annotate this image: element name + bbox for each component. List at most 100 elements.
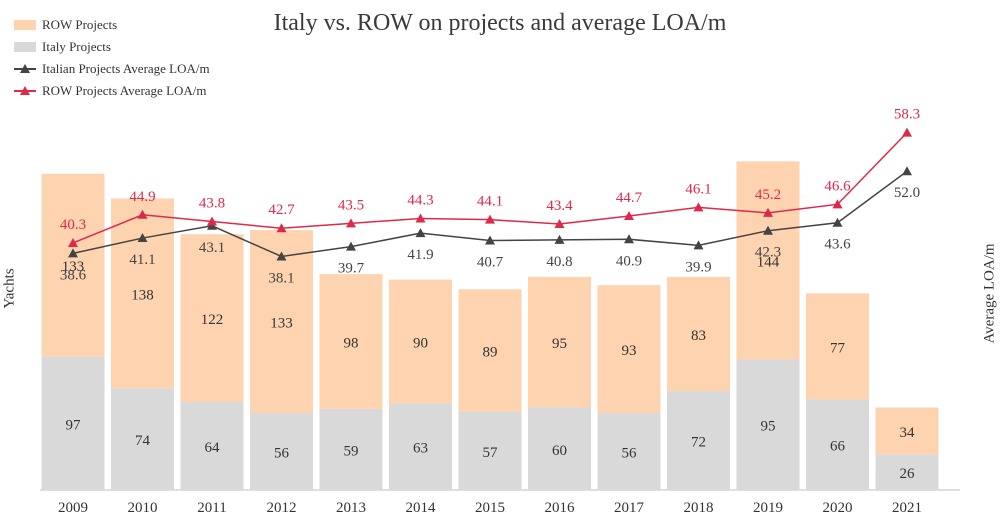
bar-row-2014 xyxy=(389,279,452,404)
bar-label-italy-2015: 57 xyxy=(483,445,499,461)
marker-italian-loa-2021 xyxy=(902,166,912,176)
data-label-italian-loa-2011: 43.1 xyxy=(199,240,225,256)
bar-row-2019 xyxy=(736,161,800,360)
marker-row-loa-2018 xyxy=(693,202,704,212)
x-tick-label-2016: 2016 xyxy=(545,500,576,516)
data-label-row-loa-2013: 43.5 xyxy=(338,197,364,213)
legend-label-row-loa: ROW Projects Average LOA/m xyxy=(42,83,207,98)
data-label-italian-loa-2009: 38.6 xyxy=(60,267,87,283)
x-tick-label-2011: 2011 xyxy=(197,500,226,516)
x-tick-label-2018: 2018 xyxy=(684,500,714,516)
bar-italy-2014 xyxy=(389,403,452,490)
marker-italian-loa-2017 xyxy=(624,234,634,244)
bar-italy-2015 xyxy=(458,411,522,490)
marker-row-loa-2020 xyxy=(832,199,843,209)
x-tick-label-2013: 2013 xyxy=(336,500,366,516)
bar-label-italy-2013: 59 xyxy=(344,443,359,459)
bar-italy-2011 xyxy=(180,402,244,490)
legend-item-row-loa: ROW Projects Average LOA/m xyxy=(14,80,210,102)
bar-label-row-2019: 144 xyxy=(757,254,780,270)
marker-row-loa-2014 xyxy=(415,213,426,223)
bar-label-row-2017: 93 xyxy=(622,343,637,359)
bar-row-2015 xyxy=(458,289,522,412)
data-label-row-loa-2020: 46.6 xyxy=(824,178,851,194)
bar-label-row-2021: 34 xyxy=(900,425,916,441)
x-tick-label-2020: 2020 xyxy=(823,500,853,516)
marker-italian-loa-2018 xyxy=(693,240,704,250)
bar-italy-2019 xyxy=(736,359,800,490)
data-label-italian-loa-2018: 39.9 xyxy=(685,259,711,275)
bar-row-2013 xyxy=(319,274,383,409)
data-label-italian-loa-2012: 38.1 xyxy=(268,270,294,286)
marker-italian-loa-2010 xyxy=(137,233,148,243)
bar-label-row-2009: 133 xyxy=(62,259,85,275)
bar-label-row-2014: 90 xyxy=(413,336,428,352)
bar-italy-2017 xyxy=(597,413,661,490)
bar-label-italy-2014: 63 xyxy=(413,441,428,457)
bar-label-italy-2020: 66 xyxy=(830,439,846,455)
marker-row-loa-2011 xyxy=(207,216,217,226)
marker-row-loa-2019 xyxy=(763,207,773,217)
data-label-italian-loa-2016: 40.8 xyxy=(546,254,572,270)
x-tick-label-2010: 2010 xyxy=(128,500,158,516)
legend-label-italian-loa: Italian Projects Average LOA/m xyxy=(42,61,210,76)
bar-label-italy-2019: 95 xyxy=(761,419,776,435)
data-label-row-loa-2021: 58.3 xyxy=(894,107,920,123)
bar-italy-2010 xyxy=(111,388,174,490)
chart-title: Italy vs. ROW on projects and average LO… xyxy=(273,10,727,36)
data-label-italian-loa-2014: 41.9 xyxy=(407,247,433,263)
bar-label-italy-2016: 60 xyxy=(552,443,567,459)
bar-label-italy-2017: 56 xyxy=(622,446,638,462)
data-label-row-loa-2014: 44.3 xyxy=(407,192,433,208)
bar-label-row-2020: 77 xyxy=(830,340,846,356)
bar-label-italy-2011: 64 xyxy=(205,440,221,456)
data-label-row-loa-2011: 43.8 xyxy=(199,196,225,212)
data-label-italian-loa-2019: 42.3 xyxy=(755,245,781,261)
bar-row-2020 xyxy=(806,293,869,400)
data-label-row-loa-2010: 44.9 xyxy=(129,189,155,205)
marker-row-loa-2015 xyxy=(485,214,495,224)
data-label-row-loa-2017: 44.7 xyxy=(616,190,643,206)
bar-italy-2018 xyxy=(667,391,730,490)
data-label-row-loa-2016: 43.4 xyxy=(546,198,573,214)
marker-italian-loa-2009 xyxy=(68,248,78,258)
legend-item-italian-loa: Italian Projects Average LOA/m xyxy=(14,58,210,80)
x-tick-label-2019: 2019 xyxy=(753,500,783,516)
data-label-italian-loa-2021: 52.0 xyxy=(894,185,920,201)
marker-row-loa-2017 xyxy=(624,210,634,220)
legend-swatch-italian-loa xyxy=(14,63,36,75)
marker-italian-loa-2015 xyxy=(485,235,495,245)
bar-label-italy-2010: 74 xyxy=(135,433,151,449)
bar-label-row-2012: 133 xyxy=(270,316,293,332)
x-tick-label-2014: 2014 xyxy=(406,500,437,516)
bar-label-row-2016: 95 xyxy=(552,336,567,352)
marker-italian-loa-2014 xyxy=(415,228,426,238)
bar-row-2011 xyxy=(180,234,244,402)
data-label-row-loa-2012: 42.7 xyxy=(268,202,295,218)
marker-row-loa-2010 xyxy=(137,209,148,219)
data-label-row-loa-2018: 46.1 xyxy=(685,181,711,197)
legend-swatch-row-projects xyxy=(14,20,36,30)
legend-swatch-italy-projects xyxy=(14,42,36,52)
bar-label-row-2015: 89 xyxy=(483,344,498,360)
data-label-row-loa-2015: 44.1 xyxy=(477,194,503,210)
bar-row-2010 xyxy=(111,198,174,389)
data-label-italian-loa-2013: 39.7 xyxy=(338,261,365,277)
bar-label-row-2018: 83 xyxy=(691,328,706,344)
bar-label-row-2011: 122 xyxy=(201,312,224,328)
bar-label-row-2013: 98 xyxy=(344,336,359,352)
legend: ROW Projects Italy Projects Italian Proj… xyxy=(14,14,210,102)
marker-italian-loa-2012 xyxy=(276,251,287,261)
data-label-italian-loa-2017: 40.9 xyxy=(616,253,642,269)
bar-italy-2013 xyxy=(319,408,383,490)
marker-italian-loa-2020 xyxy=(832,217,843,227)
bar-label-italy-2009: 97 xyxy=(66,417,82,433)
marker-italian-loa-2019 xyxy=(763,225,773,235)
bar-row-2016 xyxy=(528,276,591,408)
legend-item-row-projects: ROW Projects xyxy=(14,14,210,36)
bar-row-2017 xyxy=(597,285,661,413)
bar-label-row-2010: 138 xyxy=(131,287,154,303)
data-label-row-loa-2019: 45.2 xyxy=(755,187,781,203)
